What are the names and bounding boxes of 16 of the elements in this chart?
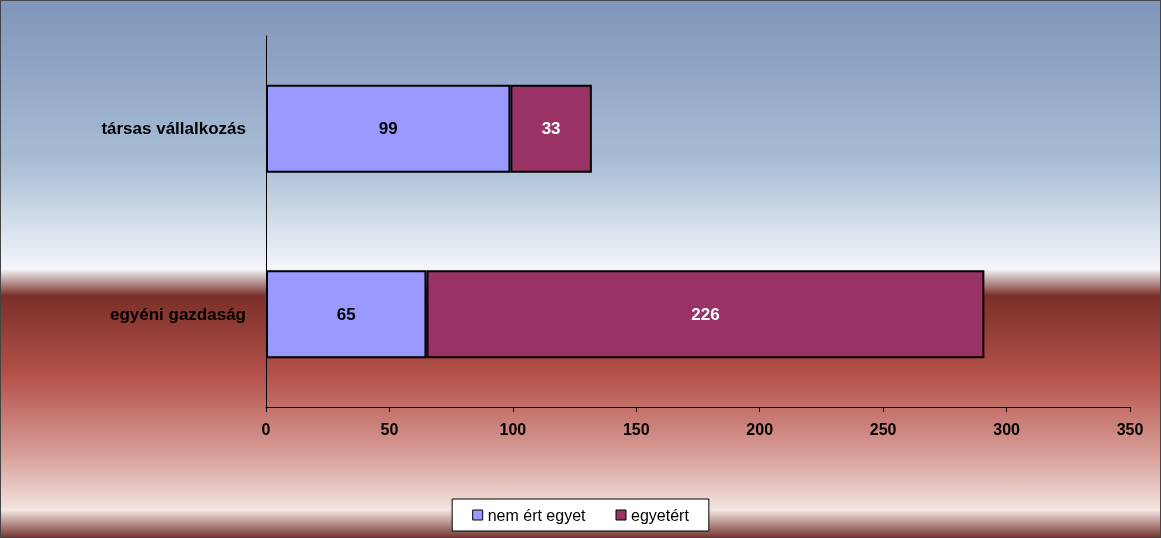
data-label: 65 bbox=[336, 304, 356, 324]
x-tick-label: 0 bbox=[261, 420, 271, 438]
x-tick-label: 50 bbox=[380, 420, 399, 438]
data-label: 99 bbox=[378, 119, 398, 139]
x-tick-label: 100 bbox=[499, 420, 527, 438]
x-tick-label: 200 bbox=[746, 420, 774, 438]
y-tick-label: egyéni gazdaság bbox=[109, 304, 246, 324]
x-tick-label: 250 bbox=[869, 420, 897, 438]
data-label: 226 bbox=[691, 304, 720, 324]
x-tick-label: 150 bbox=[622, 420, 650, 438]
legend-label: nem ért egyet bbox=[487, 506, 587, 524]
x-tick-label: 300 bbox=[993, 420, 1021, 438]
data-label: 33 bbox=[541, 119, 561, 139]
y-tick-label: társas vállalkozás bbox=[101, 119, 246, 139]
legend-label: egyetért bbox=[631, 506, 690, 524]
x-tick-label: 350 bbox=[1116, 420, 1144, 438]
